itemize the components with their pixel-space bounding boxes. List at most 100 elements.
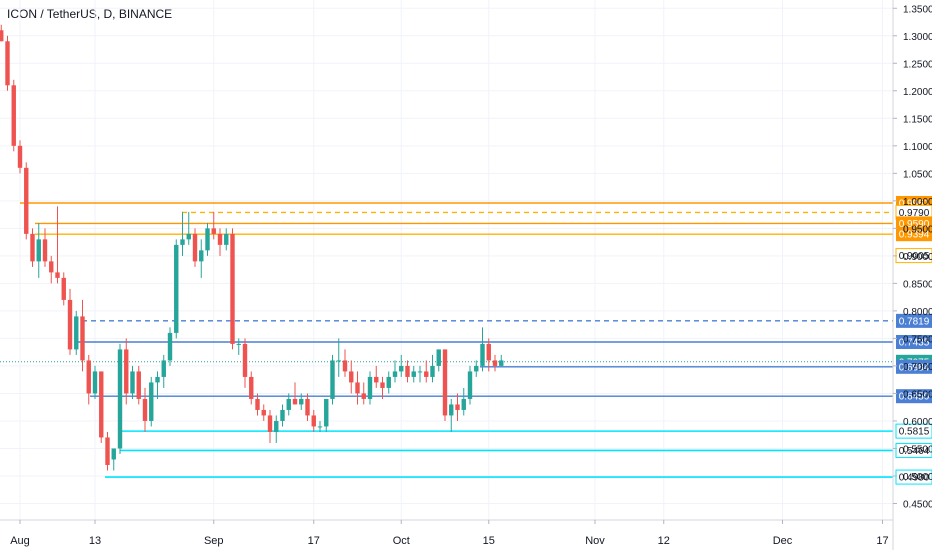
candle-body [499, 360, 504, 366]
candle [224, 228, 229, 251]
price-tick-label: 0.6000 [903, 417, 932, 428]
price-tick-label: 1.3000 [903, 32, 932, 43]
candle [161, 354, 166, 388]
candle-body [86, 360, 91, 394]
candle-body [280, 409, 285, 421]
candle [474, 360, 479, 377]
candle-body [236, 343, 241, 345]
candle-body [111, 448, 116, 460]
time-axis[interactable]: Aug 13 Sep 17 Oct 15 Nov 12 Dec 17 [0, 519, 893, 547]
candle [192, 228, 198, 267]
price-label-text: 0.7819 [899, 316, 930, 327]
price-label: 0.9394 [896, 227, 932, 242]
candle-body [80, 316, 85, 361]
candle-body [436, 349, 441, 366]
candle-body [205, 228, 210, 251]
price-label-text: 0.6984 [899, 362, 930, 373]
candle [0, 24, 4, 42]
candle-body [242, 343, 248, 377]
candle-body [199, 250, 204, 262]
candle [49, 255, 54, 284]
candle [261, 404, 266, 421]
time-tick-label: 15 [483, 535, 495, 547]
candle [336, 338, 341, 377]
candle-body [424, 371, 429, 377]
candle-body [186, 233, 191, 240]
candle-body [392, 371, 398, 377]
candle [424, 360, 429, 383]
candle [280, 404, 285, 427]
candle [480, 327, 485, 372]
candle [5, 35, 10, 91]
price-tick-label: 0.5000 [903, 472, 932, 483]
price-label-text: 0.9590 [899, 219, 930, 230]
candle [355, 371, 360, 405]
price-tick-label: 0.7000 [903, 362, 932, 373]
candle [30, 228, 35, 267]
price-axis[interactable]: 1.3500 1.3000 1.2500 1.2000 1.1500 1.1000 1.05… [892, 0, 932, 550]
price-label-box [895, 442, 932, 458]
candle [274, 415, 279, 443]
candle [217, 228, 223, 256]
candle-body [336, 360, 341, 362]
candle [117, 343, 123, 454]
candle [99, 371, 104, 443]
candle [292, 382, 298, 405]
time-tick-label: 12 [658, 535, 670, 547]
candle [24, 162, 29, 240]
price-label-text: 0.6450 [899, 392, 930, 403]
candle [349, 360, 354, 394]
price-label-text: 0.5815 [899, 427, 930, 438]
candle [236, 338, 241, 355]
candle-body [274, 420, 279, 432]
candle-body [286, 398, 291, 410]
price-label-text: 0.5464 [899, 446, 930, 457]
candle [405, 360, 410, 383]
candle [242, 338, 248, 388]
candle-body [124, 349, 129, 394]
price-label: 0.5815 [895, 423, 932, 439]
candle [492, 354, 498, 372]
candle-body [311, 415, 316, 427]
price-tick-label: 1.1000 [903, 142, 932, 153]
candle-body [299, 398, 304, 405]
candle-body [42, 239, 48, 262]
price-label-box [896, 359, 932, 374]
candle [92, 365, 98, 399]
candle-body [330, 360, 335, 399]
price-tick-label: 1.1500 [903, 114, 932, 125]
candle-body [30, 233, 35, 262]
price-label: 0.7819 [896, 313, 932, 328]
candle-body [92, 371, 98, 394]
candle [174, 239, 179, 339]
candle [286, 393, 291, 416]
candle-body [324, 398, 329, 427]
candle [417, 365, 423, 383]
candle [467, 365, 473, 405]
price-label: 0.4980 [895, 469, 932, 485]
time-tick-label: Dec [773, 535, 793, 547]
price-tick-label: 1.2000 [903, 87, 932, 98]
candle-body [192, 233, 198, 262]
price-label-text: 0.9790 [899, 208, 930, 219]
candle-body [442, 349, 448, 416]
candle [311, 409, 316, 432]
candle-body [267, 415, 273, 432]
candle [249, 371, 254, 405]
candle-body [11, 85, 16, 146]
candle [380, 376, 385, 399]
time-tick-label: 13 [89, 535, 101, 547]
price-tick-label: 1.0500 [903, 169, 932, 180]
candle-body [474, 365, 479, 372]
candle [486, 338, 491, 372]
price-tick-label: 1.2500 [903, 59, 932, 70]
candle [330, 354, 335, 405]
price-label-box [895, 469, 932, 485]
candle-body [211, 228, 216, 234]
candle [374, 365, 379, 388]
candle-body [99, 371, 104, 438]
candle-body [17, 145, 23, 168]
candle-body [174, 244, 179, 333]
price-tick-label: 0.4500 [903, 499, 932, 510]
